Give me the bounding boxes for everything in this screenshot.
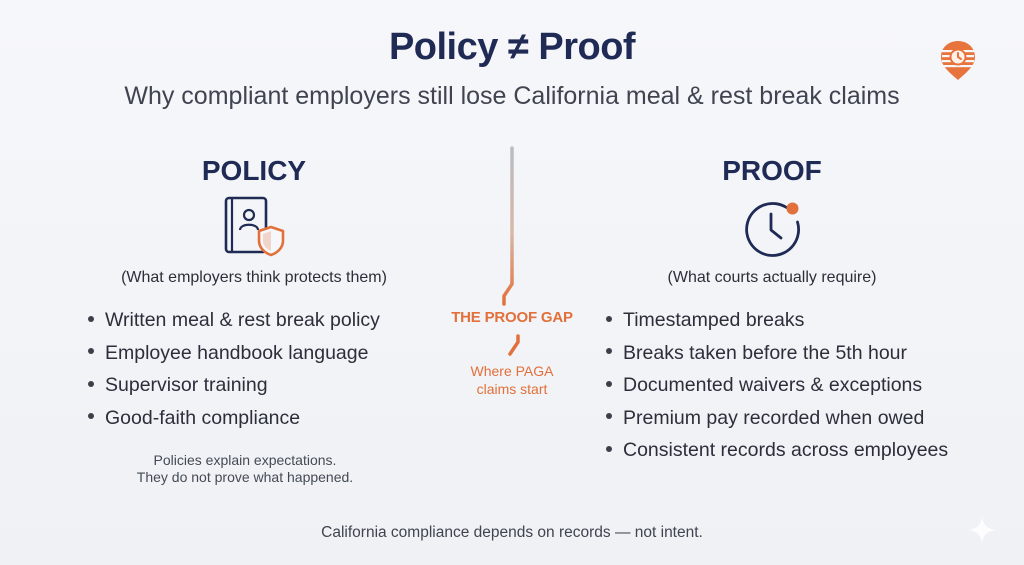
sparkle-icon bbox=[968, 516, 996, 544]
clock-icon bbox=[745, 202, 800, 257]
list-item: Consistent records across employees bbox=[606, 434, 948, 467]
page-title: Policy ≠ Proof bbox=[388, 26, 636, 68]
proof-heading: PROOF bbox=[722, 155, 822, 186]
list-item: Breaks taken before the 5th hour bbox=[606, 337, 948, 370]
list-item: Written meal & rest break policy bbox=[88, 304, 380, 337]
policy-note: Policies explain expectations. They do n… bbox=[90, 452, 400, 486]
bullet-icon bbox=[606, 348, 612, 355]
list-item: Documented waivers & exceptions bbox=[606, 369, 948, 402]
policy-list: Written meal & rest break policy Employe… bbox=[88, 304, 380, 434]
timer-pin-logo-icon bbox=[941, 41, 975, 80]
policy-note-line1: Policies explain expectations. bbox=[153, 452, 337, 468]
policy-subheading: (What employers think protects them) bbox=[121, 269, 387, 286]
bullet-icon bbox=[606, 445, 612, 452]
proof-list: Timestamped breaks Breaks taken before t… bbox=[606, 304, 948, 467]
bullet-icon bbox=[88, 413, 94, 420]
list-item: Good-faith compliance bbox=[88, 402, 380, 435]
bullet-icon bbox=[88, 348, 94, 355]
proof-gap-caption: Where PAGA claims start bbox=[442, 362, 582, 398]
list-item: Employee handbook language bbox=[88, 337, 380, 370]
bullet-icon bbox=[88, 380, 94, 387]
bullet-icon bbox=[606, 413, 612, 420]
page-subtitle: Why compliant employers still lose Calif… bbox=[124, 82, 900, 110]
footer-statement: California compliance depends on records… bbox=[321, 524, 703, 541]
proof-gap-label: THE PROOF GAP bbox=[451, 309, 573, 326]
bullet-icon bbox=[88, 315, 94, 322]
list-item: Supervisor training bbox=[88, 369, 380, 402]
handbook-shield-icon bbox=[224, 196, 285, 257]
policy-note-line2: They do not prove what happened. bbox=[136, 469, 354, 485]
policy-heading: POLICY bbox=[201, 155, 307, 186]
proof-gap-caption-line1: Where PAGA bbox=[470, 363, 554, 379]
proof-gap-caption-line2: claims start bbox=[476, 381, 548, 397]
list-item: Premium pay recorded when owed bbox=[606, 402, 948, 435]
proof-subheading: (What courts actually require) bbox=[667, 269, 877, 286]
list-item: Timestamped breaks bbox=[606, 304, 948, 337]
bullet-icon bbox=[606, 315, 612, 322]
bullet-icon bbox=[606, 380, 612, 387]
